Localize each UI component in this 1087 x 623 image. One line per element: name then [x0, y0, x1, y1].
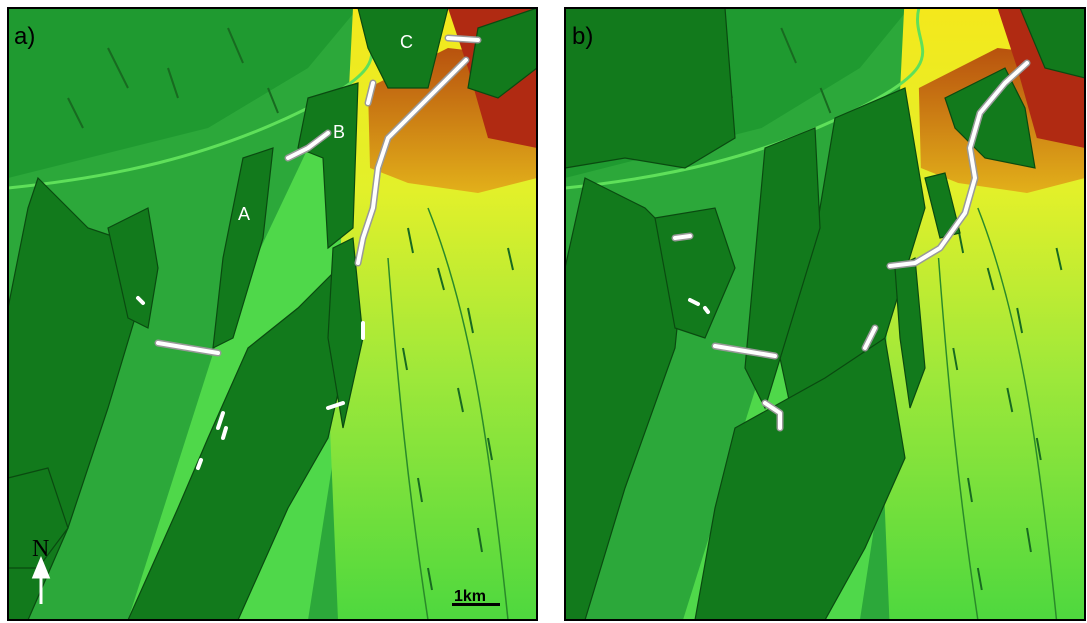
site-label: C: [400, 32, 413, 52]
panel-label: b): [572, 23, 593, 50]
scale-label: 1km: [454, 588, 486, 605]
panel-a: a) A B C N 1km: [8, 8, 537, 620]
panel-frame: [7, 7, 538, 621]
panel-label: a): [14, 23, 35, 50]
forest-patches: [7, 7, 538, 621]
site-label: B: [333, 122, 345, 142]
site-label: A: [238, 204, 250, 224]
scale-bar: [452, 603, 500, 606]
north-arrow: [31, 556, 51, 604]
panel-b: b): [565, 8, 1085, 620]
tracks: [136, 34, 482, 470]
tracks: [671, 59, 1031, 432]
forest-patches: [564, 7, 1086, 621]
panel-frame: [564, 7, 1086, 621]
north-label: N: [32, 536, 49, 562]
